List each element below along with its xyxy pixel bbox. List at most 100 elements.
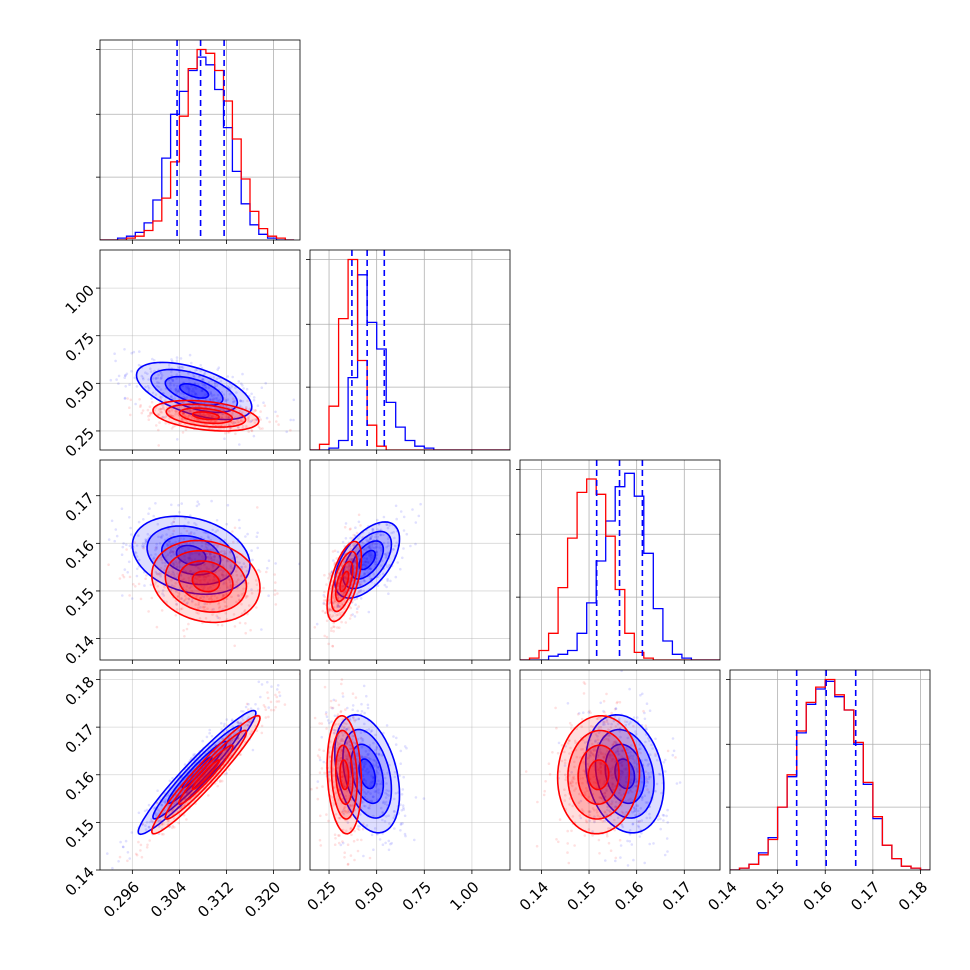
sample-point [264,381,268,385]
sample-point [328,572,331,576]
sample-point [341,797,344,801]
sample-point [186,409,189,413]
density-fill-blue [132,516,250,595]
sample-point [620,760,624,763]
sample-point [362,580,366,583]
sample-point [610,711,613,715]
sample-point [225,585,229,588]
sample-point [185,597,188,600]
sample-point [369,547,373,551]
sample-point [335,605,339,609]
sample-point [638,835,642,838]
sample-point [292,418,295,422]
sample-point [245,387,249,391]
sample-point [129,398,133,402]
sample-point [163,416,166,419]
sample-point [339,792,342,796]
sample-point [652,842,655,845]
sample-point [569,781,573,784]
sample-point [341,734,345,737]
sample-point [154,502,157,505]
contour-red [165,403,247,428]
sample-point [254,703,257,706]
sample-point [110,888,113,891]
sample-point [374,790,378,793]
density-fill-blue [351,541,384,579]
sample-point [614,784,617,788]
sample-point [602,756,606,760]
sample-point [590,742,594,746]
sample-point [336,603,339,606]
sample-point [392,530,395,534]
sample-point [648,753,652,756]
sample-point [202,575,205,578]
sample-point [378,753,381,757]
sample-point [344,805,347,808]
sample-point [365,557,369,561]
sample-point [195,504,199,508]
sample-point [377,752,381,756]
x-tick-label: 0.50 [351,878,387,914]
sample-point [172,529,175,533]
sample-point [599,761,602,764]
sample-point [571,776,575,780]
sample-point [593,815,596,818]
sample-point [543,789,546,793]
sample-point [228,742,231,745]
sample-point [244,535,247,538]
sample-point [364,560,368,564]
sample-point [240,602,243,606]
sample-point [200,389,204,393]
sample-point [367,610,371,614]
sample-point [161,561,164,565]
sample-point [342,721,346,725]
sample-point [414,542,417,546]
sample-point [382,541,386,545]
sample-point [145,846,149,849]
sample-point [225,718,229,721]
sample-point [216,529,219,532]
sample-point [215,614,219,618]
sample-point [249,732,252,736]
sample-point [224,581,228,584]
sample-point [631,757,635,760]
sample-point [378,782,382,786]
sample-point [341,695,345,698]
sample-point [165,600,168,604]
sample-point [199,369,202,373]
sample-point [257,415,261,419]
sample-point [603,721,606,724]
sample-point [620,749,623,753]
sample-point [264,708,268,711]
sample-point [222,593,225,597]
sample-point [326,719,330,722]
sample-point [235,560,239,564]
sample-point [587,795,591,799]
sample-point [358,778,361,782]
sample-point [623,720,627,723]
sample-point [176,544,180,548]
sample-point [149,370,153,373]
sample-point [194,369,197,372]
sample-point [337,595,340,599]
hist-blue-2 [520,472,720,660]
sample-point [109,378,113,382]
sample-point [609,726,613,729]
sample-point [152,557,155,561]
sample-point [348,785,352,789]
sample-point [357,555,360,558]
sample-point [186,385,190,388]
sample-point [146,843,149,847]
sample-point [180,607,184,610]
density-fill-blue [179,383,209,399]
scatter-panel-1-2 [309,459,511,664]
sample-point [179,422,182,425]
sample-point [334,600,337,604]
hist-red-1 [310,258,510,450]
sample-point [272,708,276,712]
sample-point [345,829,348,833]
sample-point [158,542,162,545]
sample-point [260,628,263,631]
sample-point [213,555,216,559]
sample-point [215,519,219,522]
